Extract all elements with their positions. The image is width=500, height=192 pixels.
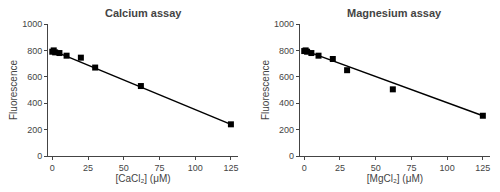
svg-text:100: 100 (440, 163, 455, 173)
svg-text:0: 0 (289, 151, 294, 161)
svg-text:800: 800 (27, 46, 42, 56)
svg-text:600: 600 (27, 72, 42, 82)
svg-text:0: 0 (50, 163, 55, 173)
svg-text:1000: 1000 (22, 19, 42, 29)
svg-text:Magnesium assay: Magnesium assay (347, 7, 442, 19)
svg-text:125: 125 (223, 163, 238, 173)
svg-text:[MgCl₂] (μM): [MgCl₂] (μM) (367, 173, 423, 184)
svg-text:100: 100 (188, 163, 203, 173)
svg-text:50: 50 (371, 163, 381, 173)
svg-text:400: 400 (27, 98, 42, 108)
svg-text:75: 75 (154, 163, 164, 173)
svg-text:0: 0 (37, 151, 42, 161)
svg-text:200: 200 (279, 125, 294, 135)
svg-text:400: 400 (279, 98, 294, 108)
svg-text:25: 25 (83, 163, 93, 173)
svg-text:25: 25 (335, 163, 345, 173)
svg-text:Fluorescence: Fluorescence (8, 60, 19, 120)
svg-text:0: 0 (302, 163, 307, 173)
svg-text:600: 600 (279, 72, 294, 82)
svg-text:[CaCl₂] (μM): [CaCl₂] (μM) (115, 173, 170, 184)
svg-text:75: 75 (406, 163, 416, 173)
svg-text:1000: 1000 (274, 19, 294, 29)
svg-text:800: 800 (279, 46, 294, 56)
svg-text:50: 50 (119, 163, 129, 173)
svg-text:Fluorescence: Fluorescence (260, 60, 271, 120)
svg-text:125: 125 (475, 163, 490, 173)
svg-text:Calcium assay: Calcium assay (105, 7, 182, 19)
svg-text:200: 200 (27, 125, 42, 135)
